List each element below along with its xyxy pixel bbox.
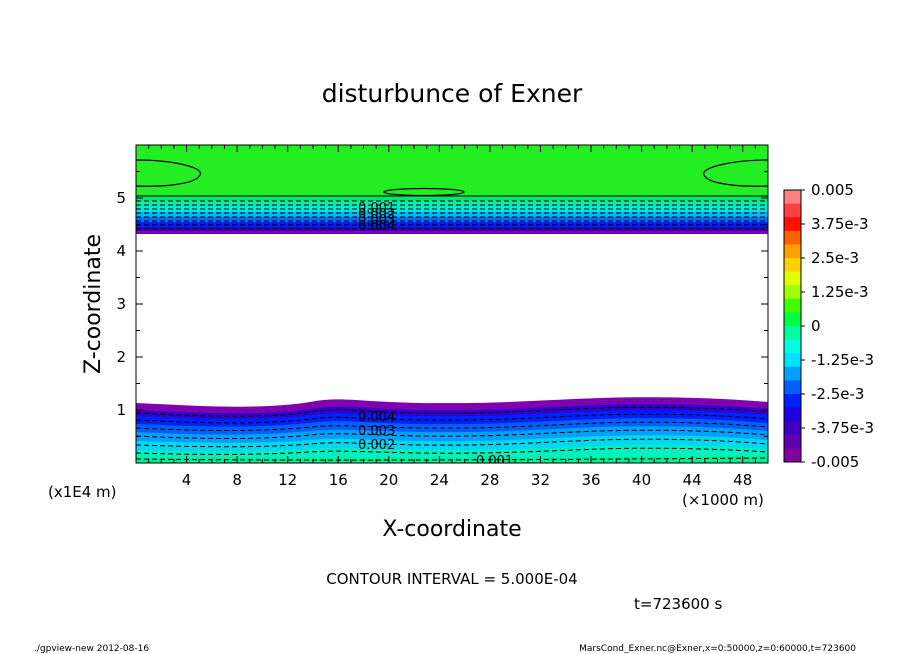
lower-contour-lines xyxy=(136,406,768,461)
colorbar-label: 0 xyxy=(811,317,821,335)
contour-label: 0.003 xyxy=(358,424,395,439)
contour-label: 0.002 xyxy=(358,207,395,222)
plot-area: 0.001 0.002 0.003 0.004 0.004 0.003 0.00… xyxy=(136,145,768,469)
x-tick-label: 44 xyxy=(683,471,702,489)
colorbar-swatch xyxy=(784,353,801,368)
y-tick-label: 2 xyxy=(116,348,126,366)
colorbar-swatch xyxy=(784,339,801,354)
colorbar-label: -3.75e-3 xyxy=(811,419,874,437)
y-tick-label: 4 xyxy=(116,242,126,260)
colorbar-swatch xyxy=(784,285,801,300)
chart-title: disturbunce of Exner xyxy=(322,79,583,108)
colorbar-label: -1.25e-3 xyxy=(811,351,874,369)
x-tick-label: 36 xyxy=(581,471,600,489)
contour-label: 0.001 xyxy=(476,454,513,469)
colorbar-swatch xyxy=(784,394,801,409)
x-tick-label: 40 xyxy=(632,471,651,489)
positive-contour-left xyxy=(136,159,202,187)
colorbar-swatch xyxy=(784,326,801,341)
colorbar-swatch xyxy=(784,421,801,436)
x-tick-label: 16 xyxy=(329,471,348,489)
colorbar-swatch xyxy=(784,434,801,449)
colorbar-label: 2.5e-3 xyxy=(811,249,859,267)
upper-band-layer xyxy=(136,201,768,207)
contour-label: 0.001 xyxy=(358,201,395,216)
contour-label: 0.002 xyxy=(358,438,395,453)
x-tick-label: 4 xyxy=(182,471,192,489)
y-axis: 1 2 3 4 5 xyxy=(116,171,768,437)
contour-interval-text: CONTOUR INTERVAL = 5.000E-04 xyxy=(326,570,577,588)
colorbar-swatch xyxy=(784,407,801,422)
upper-contour-labels: 0.001 0.002 0.003 0.004 xyxy=(358,201,395,234)
upper-band-layer xyxy=(136,212,768,217)
x-tick-label: 24 xyxy=(430,471,449,489)
footer-right: MarsCond_Exner.nc@Exner,x=0:50000,z=0:60… xyxy=(579,644,856,654)
colorbar-swatch xyxy=(784,217,801,232)
x-tick-label: 8 xyxy=(232,471,242,489)
upper-contour-lines xyxy=(136,200,768,230)
time-label: t=723600 s xyxy=(634,595,722,613)
positive-contour-center xyxy=(383,187,465,197)
colorbar-label: 0.005 xyxy=(811,181,854,199)
contour-label: 0.003 xyxy=(358,213,395,228)
colorbar: 0.005 3.75e-3 2.5e-3 1.25e-3 0 -1.25e-3 -2.5e-… xyxy=(783,181,874,471)
y-axis-title: Z-coordinate xyxy=(81,234,106,374)
y-axis-unit: (x1E4 m) xyxy=(48,483,117,501)
colorbar-swatch xyxy=(784,380,801,395)
x-tick-label: 12 xyxy=(278,471,297,489)
colorbar-swatch xyxy=(784,190,801,205)
colorbar-label: -0.005 xyxy=(811,453,859,471)
x-axis-unit: (×1000 m) xyxy=(682,491,764,509)
x-tick-label: 20 xyxy=(379,471,398,489)
colorbar-label: 3.75e-3 xyxy=(811,215,869,233)
x-tick-label: 48 xyxy=(733,471,752,489)
colorbar-label: -2.5e-3 xyxy=(811,385,864,403)
colorbar-swatch xyxy=(784,203,801,218)
y-tick-label: 5 xyxy=(116,189,126,207)
colorbar-swatch xyxy=(784,230,801,245)
y-tick-label: 3 xyxy=(116,295,126,313)
colorbar-label: 1.25e-3 xyxy=(811,283,869,301)
colorbar-swatch xyxy=(784,244,801,259)
colorbar-swatch xyxy=(784,258,801,273)
footer-left: ./gpview-new 2012-08-16 xyxy=(34,644,149,654)
y-tick-label: 1 xyxy=(116,401,126,419)
colorbar-swatch xyxy=(784,298,801,313)
upper-band-layer xyxy=(136,231,768,234)
colorbar-swatch xyxy=(784,366,801,381)
upper-band-green xyxy=(136,145,768,195)
colorbar-swatch xyxy=(784,312,801,327)
colorbar-swatch xyxy=(784,448,801,463)
x-axis-title: X-coordinate xyxy=(382,517,521,542)
contour-label: 0.004 xyxy=(358,219,395,234)
lower-contour-labels: 0.004 0.003 0.002 0.001 xyxy=(358,410,513,469)
contour-label: 0.004 xyxy=(358,410,395,425)
upper-band-layer xyxy=(136,195,768,201)
upper-band-layer xyxy=(136,217,768,222)
x-tick-label: 28 xyxy=(480,471,499,489)
colorbar-swatch xyxy=(784,271,801,286)
x-tick-label: 32 xyxy=(531,471,550,489)
x-axis: 4 8 12 16 20 24 28 32 36 40 44 48 xyxy=(148,145,756,489)
positive-contour-right xyxy=(703,159,768,187)
